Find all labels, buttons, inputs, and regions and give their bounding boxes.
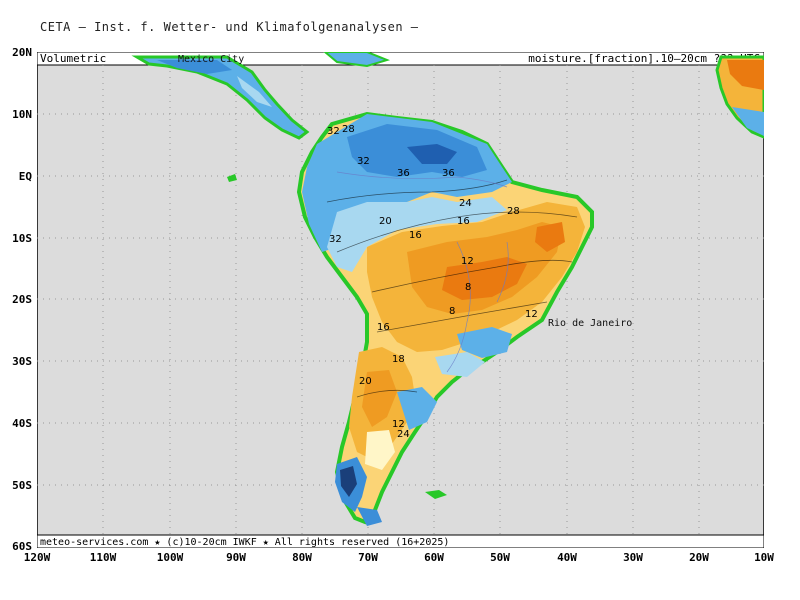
- lon-label: 90W: [226, 551, 246, 564]
- contour-label: 16: [457, 216, 470, 227]
- lon-label: 60W: [424, 551, 444, 564]
- central-america: [131, 52, 391, 140]
- contour-label: 12: [525, 309, 538, 320]
- contour-lines: [326, 179, 578, 398]
- lon-label: 40W: [557, 551, 577, 564]
- contour-label: 32: [329, 234, 342, 245]
- contour-label: 24: [459, 198, 472, 209]
- africa-corner: [715, 55, 764, 139]
- bottom-info-bar: [37, 534, 764, 548]
- contour-label-group: 32 28 32 36 36 24 28 20 16 16 12 8 8 12 …: [327, 124, 538, 440]
- lon-label: 20W: [689, 551, 709, 564]
- contour-label: 8: [449, 306, 455, 317]
- contour-label: 28: [342, 124, 355, 135]
- lon-label: 120W: [23, 551, 51, 564]
- top-bar-left-label: Volumetric: [40, 52, 106, 65]
- map-header-title: CETA – Inst. f. Wetter- und Klimafolgena…: [40, 20, 419, 34]
- contour-label: 24: [397, 429, 410, 440]
- bottom-bar-credit: meteo-services.com ★ (c)10-20cm IWKF ★ A…: [40, 537, 449, 548]
- contour-label: 32: [357, 156, 370, 167]
- lon-label: 30W: [623, 551, 643, 564]
- lat-label: EQ: [18, 170, 32, 183]
- contour-label: 32: [327, 126, 340, 137]
- contour-label: 12: [392, 419, 405, 430]
- lat-label: 10N: [12, 108, 32, 121]
- south-america: [227, 111, 594, 526]
- lon-label: 100W: [156, 551, 184, 564]
- contour-label: 8: [465, 282, 471, 293]
- lat-label: 20N: [12, 46, 32, 59]
- contour-label: 12: [461, 256, 474, 267]
- contour-label: 20: [379, 216, 392, 227]
- soil-moisture-map: Volumetric moisture.[fraction].10–20cm ?…: [37, 52, 764, 548]
- lon-label: 110W: [89, 551, 117, 564]
- lon-label: 50W: [490, 551, 510, 564]
- lon-label: 10W: [754, 551, 774, 564]
- lat-label: 50S: [12, 479, 32, 492]
- place-label-mexico-city: Mexico City: [178, 54, 244, 65]
- lat-label: 10S: [12, 232, 32, 245]
- contour-label: 36: [442, 168, 455, 179]
- contour-label: 16: [377, 322, 390, 333]
- top-bar-right-label: moisture.[fraction].10–20cm ??? UTC: [528, 52, 760, 65]
- lat-label: 40S: [12, 417, 32, 430]
- contour-label: 28: [507, 206, 520, 217]
- place-label-rio: Rio de Janeiro: [548, 318, 632, 329]
- lon-label: 70W: [358, 551, 378, 564]
- lat-label: 60S: [12, 540, 32, 553]
- contour-label: 18: [392, 354, 405, 365]
- lat-label: 20S: [12, 293, 32, 306]
- contour-label: 16: [409, 230, 422, 241]
- lon-label: 80W: [292, 551, 312, 564]
- lat-label: 30S: [12, 355, 32, 368]
- contour-label: 20: [359, 376, 372, 387]
- contour-label: 36: [397, 168, 410, 179]
- rivers: [336, 171, 509, 373]
